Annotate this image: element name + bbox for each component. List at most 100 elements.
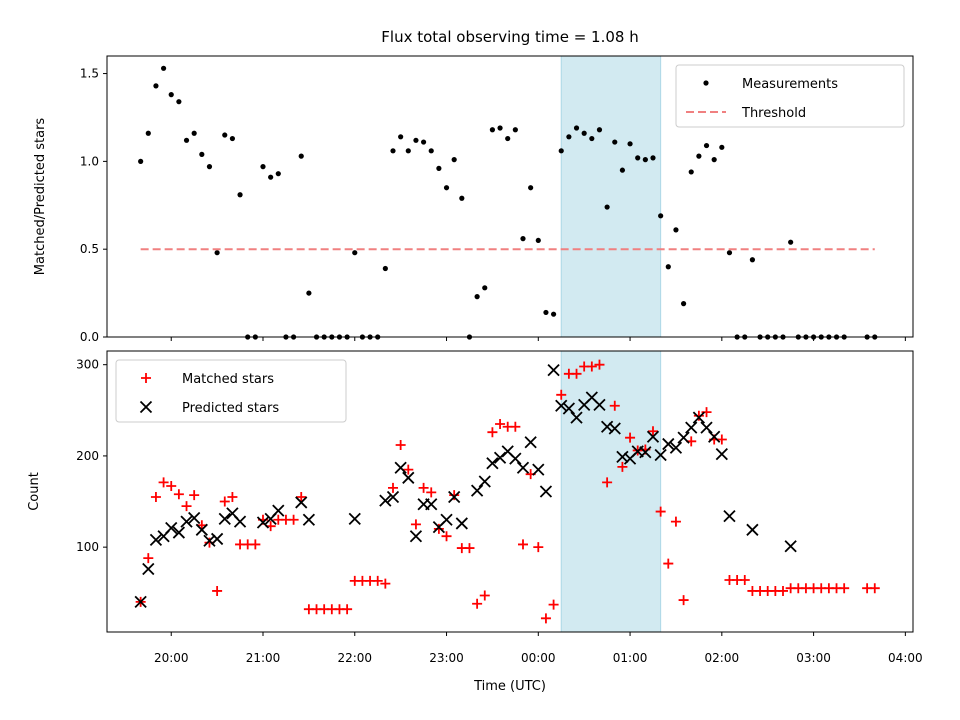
bottom-legend-label: Predicted stars [182,401,279,416]
predicted-star-point [218,512,231,526]
measurement-point [168,92,174,98]
measurement-point [650,155,656,161]
matched-star-point [426,487,437,498]
predicted-star-point [708,430,721,443]
legend-marker-matched [141,373,151,383]
measurement-point [520,236,526,242]
matched-star-point [296,491,307,502]
top-ytick-label: 0.0 [80,330,99,344]
measurement-point [558,148,564,154]
matched-star-point [479,590,490,601]
bottom-legend-box [115,359,347,423]
measurement-point [436,165,442,171]
matched-star-point [380,578,391,589]
measurement-point [382,265,388,272]
predicted-star-point [134,595,147,609]
measurement-point [474,294,480,300]
predicted-star-point [478,475,491,488]
bottom-ytick-label: 200 [76,449,99,463]
predicted-star-point [746,523,759,536]
measurement-point [405,148,411,154]
predicted-star-point [448,490,461,504]
measurement-point [352,250,358,256]
predicted-star-point [455,517,468,530]
predicted-star-point [210,532,224,546]
predicted-star-point [142,562,155,576]
matched-star-point [670,516,681,527]
predicted-star-point [547,364,560,377]
xtick-label: 03:00 [796,651,831,665]
measurement-point [275,171,281,177]
measurement-point [512,127,518,133]
matched-star-point [495,418,506,429]
predicted-star-point [654,448,667,462]
measurement-point [726,250,733,256]
predicted-star-point [172,526,186,539]
predicted-star-point [784,540,797,553]
measurement-point [627,141,633,147]
matched-star-point [655,506,666,517]
bottom-ytick-label: 300 [76,358,99,372]
matched-star-point [181,501,192,512]
top-ytick-label: 1.0 [80,154,99,168]
top-panel: 0.0 0.5 1.0 1.5 Matched/Predicted stars Measu… [33,55,914,344]
predicted-star-point [539,485,553,498]
matched-star-point [586,361,597,372]
predicted-star-point [677,431,690,444]
bottom-panel: 100 200 300 20:00 21:00 22:00 23:00 00:00 01:00 0… [27,350,923,694]
predicted-star-point [608,422,621,435]
measurement-point [451,157,457,163]
matched-star-point [602,477,613,488]
measurement-point [153,83,159,89]
predicted-star-point [692,411,706,424]
predicted-star-point [555,399,568,412]
measurement-point [459,195,465,201]
measurement-point [191,130,197,136]
matched-star-point [150,491,161,502]
predicted-star-point [180,515,193,528]
matched-star-point [778,585,788,596]
matched-star-point [472,598,483,609]
predicted-star-point [562,402,576,415]
top-ylabel: Matched/Predicted stars [33,118,48,276]
measurement-point [482,285,488,291]
matched-star-point [403,464,414,475]
predicted-star-point [188,511,201,525]
predicted-star-point [409,530,423,543]
xtick-label: 04:00 [888,651,923,665]
predicted-star-point [149,533,163,546]
matched-star-point [510,421,521,432]
predicted-star-point [685,421,698,434]
bottom-legend: Matched stars Predicted stars [115,359,347,423]
predicted-star-point [616,450,629,463]
predicted-star-point [402,471,415,484]
matched-star-point [441,531,452,542]
measurement-point [658,213,664,219]
predicted-star-point [233,515,247,528]
measurement-point [183,137,190,143]
predicted-star-point [662,437,675,451]
measurement-point [535,237,541,244]
xtick-label: 22:00 [337,651,372,665]
bottom-series-matched-stars [135,359,880,624]
predicted-star-point [470,484,484,497]
measurement-point [573,125,580,131]
measurement-point [497,125,503,131]
measurement-point [199,151,205,157]
matched-star-point [464,543,475,554]
predicted-star-point [440,513,453,526]
matched-star-point [571,368,582,379]
measurement-point [688,169,694,175]
measurement-point [696,153,702,159]
top-series-measurements [138,65,878,340]
measurement-point [550,311,557,317]
measurement-point [788,239,794,245]
xtick-label: 01:00 [613,651,648,665]
xtick-label: 23:00 [429,651,464,665]
bottom-ytick-label: 100 [76,540,99,554]
measurement-point [566,134,572,140]
measurement-point [145,130,151,136]
matched-star-point [189,490,200,501]
top-legend-label: Measurements [742,77,838,92]
measurement-point [619,167,626,173]
